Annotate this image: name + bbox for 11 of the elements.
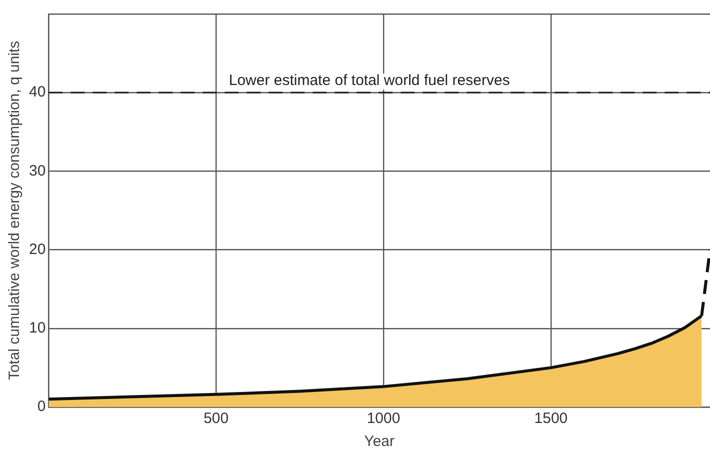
y-tick-label: 0 [37,398,46,416]
x-axis-title: Year [364,433,394,450]
x-tick-label: 500 [204,410,229,428]
ref-line-label: Lower estimate of total world fuel reserves [228,72,510,90]
x-tick-label: 1000 [366,410,400,428]
x-tick-label: 1500 [534,410,568,428]
y-tick-label: 30 [28,162,46,180]
y-tick-label: 10 [28,320,46,337]
y-tick-label: 20 [28,240,46,258]
y-axis-title: Total cumulative world energy consumption, q units [6,40,24,380]
y-tick-label: 40 [28,84,46,101]
